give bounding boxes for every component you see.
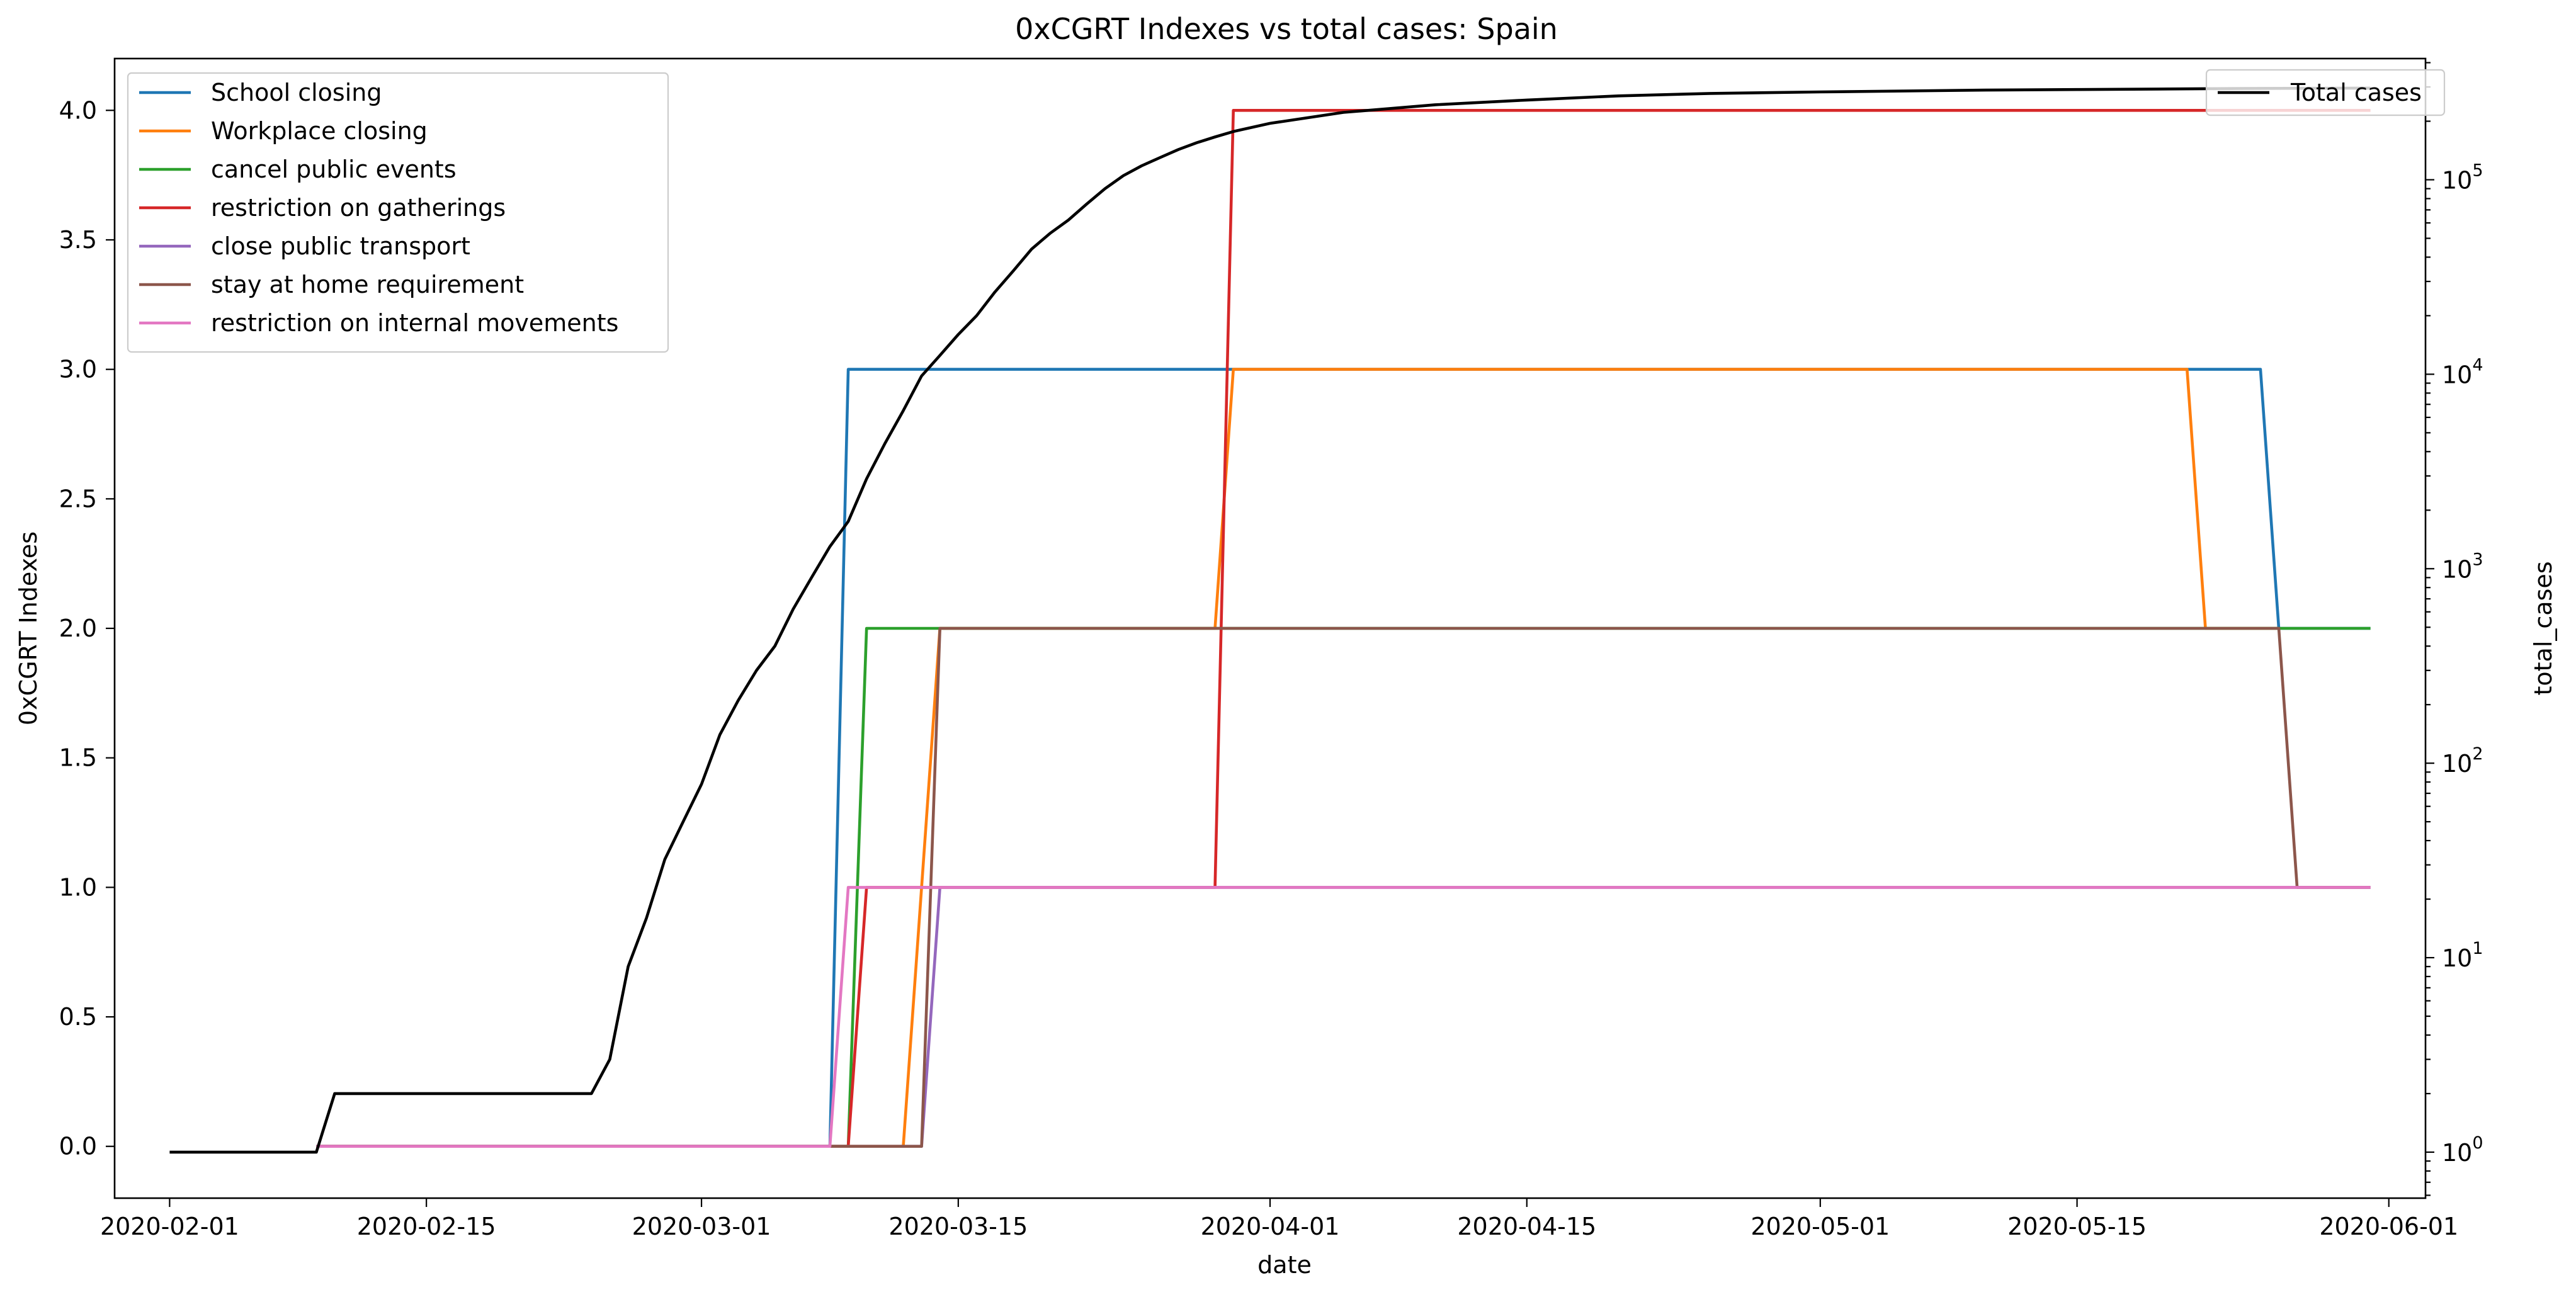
y2-tick-base: 10 [2442,555,2472,583]
y-tick-label: 1.0 [59,873,97,901]
legend-label: close public transport [211,232,470,260]
y-tick-label: 2.0 [59,615,97,642]
legend-frame [2205,69,2446,116]
chart-title: 0xCGRT Indexes vs total cases: Spain [1015,12,1558,46]
y-tick-label: 0.5 [59,1003,97,1031]
y2-tick-base: 10 [2442,1139,2472,1167]
x-tick-label: 2020-05-15 [2007,1213,2147,1240]
y2-tick-label: 101 [2442,939,2483,972]
y-tick-label: 4.0 [59,96,97,124]
y-tick-label: 0.0 [59,1133,97,1160]
y2-tick-exponent: 0 [2472,1133,2483,1153]
y2-tick-label: 100 [2442,1133,2483,1167]
y2-tick-exponent: 5 [2472,161,2483,181]
legend-label: restriction on internal movements [211,309,618,337]
legend-label: cancel public events [211,156,457,183]
legend-label: Total cases [2290,79,2422,106]
x-tick-label: 2020-02-15 [357,1213,496,1240]
legend-label: restriction on gatherings [211,194,506,222]
legend-total-cases: Total cases [2205,69,2446,116]
legend-label: Workplace closing [211,117,428,145]
x-tick-label: 2020-02-01 [100,1213,239,1240]
cases-series-lines [169,86,2371,1154]
y2-tick-exponent: 2 [2472,744,2483,764]
y2-tick-label: 104 [2442,355,2483,388]
y-tick-label: 3.5 [59,226,97,254]
y-tick-label: 1.5 [59,744,97,772]
y2-tick-exponent: 3 [2472,550,2483,569]
y2-tick-label: 103 [2442,550,2483,583]
line-total-cases [169,86,2371,1154]
x-axis-label: date [1257,1251,1312,1279]
legend-indexes: School closing Workplace closing cancel pu… [127,72,669,353]
y2-tick-base: 10 [2442,750,2472,778]
line-restriction-on-internal-movements [316,886,2371,1148]
x-tick-label: 2020-03-01 [632,1213,771,1240]
index-series-lines [316,109,2371,1148]
y-axis-label: 0xCGRT Indexes [14,531,42,725]
y2-tick-base: 10 [2442,167,2472,195]
y2-axis-label: total_cases [2529,561,2557,695]
x-tick-label: 2020-05-01 [1750,1213,1890,1240]
y2-tick-base: 10 [2442,944,2472,972]
y-tick-label: 3.0 [59,356,97,383]
y-tick-label: 2.5 [59,485,97,513]
x-axis: 2020-02-01 2020-02-15 2020-03-01 2020-03-15… [100,1198,2458,1240]
y2-tick-label: 105 [2442,161,2483,195]
y-axis-left: 0.0 0.5 1.0 1.5 2.0 2.5 3.0 3.5 4.0 [59,96,115,1160]
legend-label: stay at home requirement [211,271,524,298]
x-tick-label: 2020-04-15 [1457,1213,1596,1240]
y2-tick-exponent: 1 [2472,939,2483,958]
y2-tick-exponent: 4 [2472,355,2483,375]
x-tick-label: 2020-06-01 [2319,1213,2458,1240]
y2-tick-label: 102 [2442,744,2483,778]
x-tick-label: 2020-03-15 [888,1213,1028,1240]
legend-label: School closing [211,79,382,106]
y2-tick-base: 10 [2442,361,2472,388]
legend-frame [127,72,669,353]
x-tick-label: 2020-04-01 [1201,1213,1340,1240]
